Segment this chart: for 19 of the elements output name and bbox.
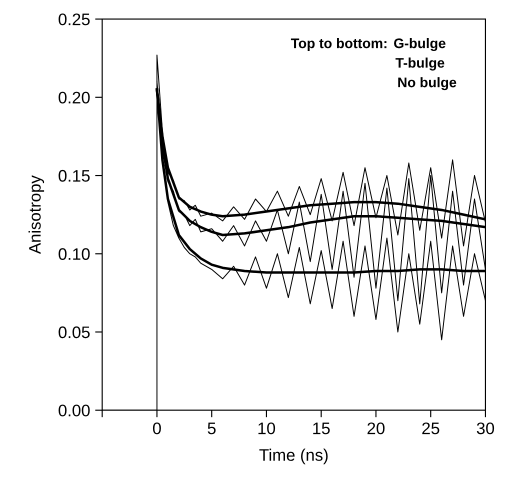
x-tick-label: 10 (258, 422, 276, 434)
x-tick-label: 5 (208, 422, 216, 434)
x-axis-title: Time (ns) (259, 448, 328, 464)
annotation: Top to bottom: (290, 38, 386, 51)
y-tick-label: 0.25 (58, 13, 90, 26)
y-tick-label: 0.20 (58, 92, 90, 104)
y-tick-label: 0.10 (58, 248, 90, 260)
x-tick-label: 15 (313, 422, 330, 434)
y-tick-label: 0.15 (58, 170, 90, 182)
y-tick-label: 0.00 (58, 404, 90, 416)
x-tick-label: 0 (152, 422, 161, 434)
y-tick-label: 0.05 (58, 326, 90, 338)
annotation: No bulge (398, 77, 456, 90)
x-tick-label: 30 (476, 422, 494, 434)
x-tick-label: 25 (422, 422, 440, 434)
x-tick-label: 20 (368, 422, 385, 434)
annotation: T-bulge (396, 58, 444, 71)
y-axis-title: Anisotropy (28, 175, 44, 254)
annotation: G-bulge (394, 38, 446, 52)
